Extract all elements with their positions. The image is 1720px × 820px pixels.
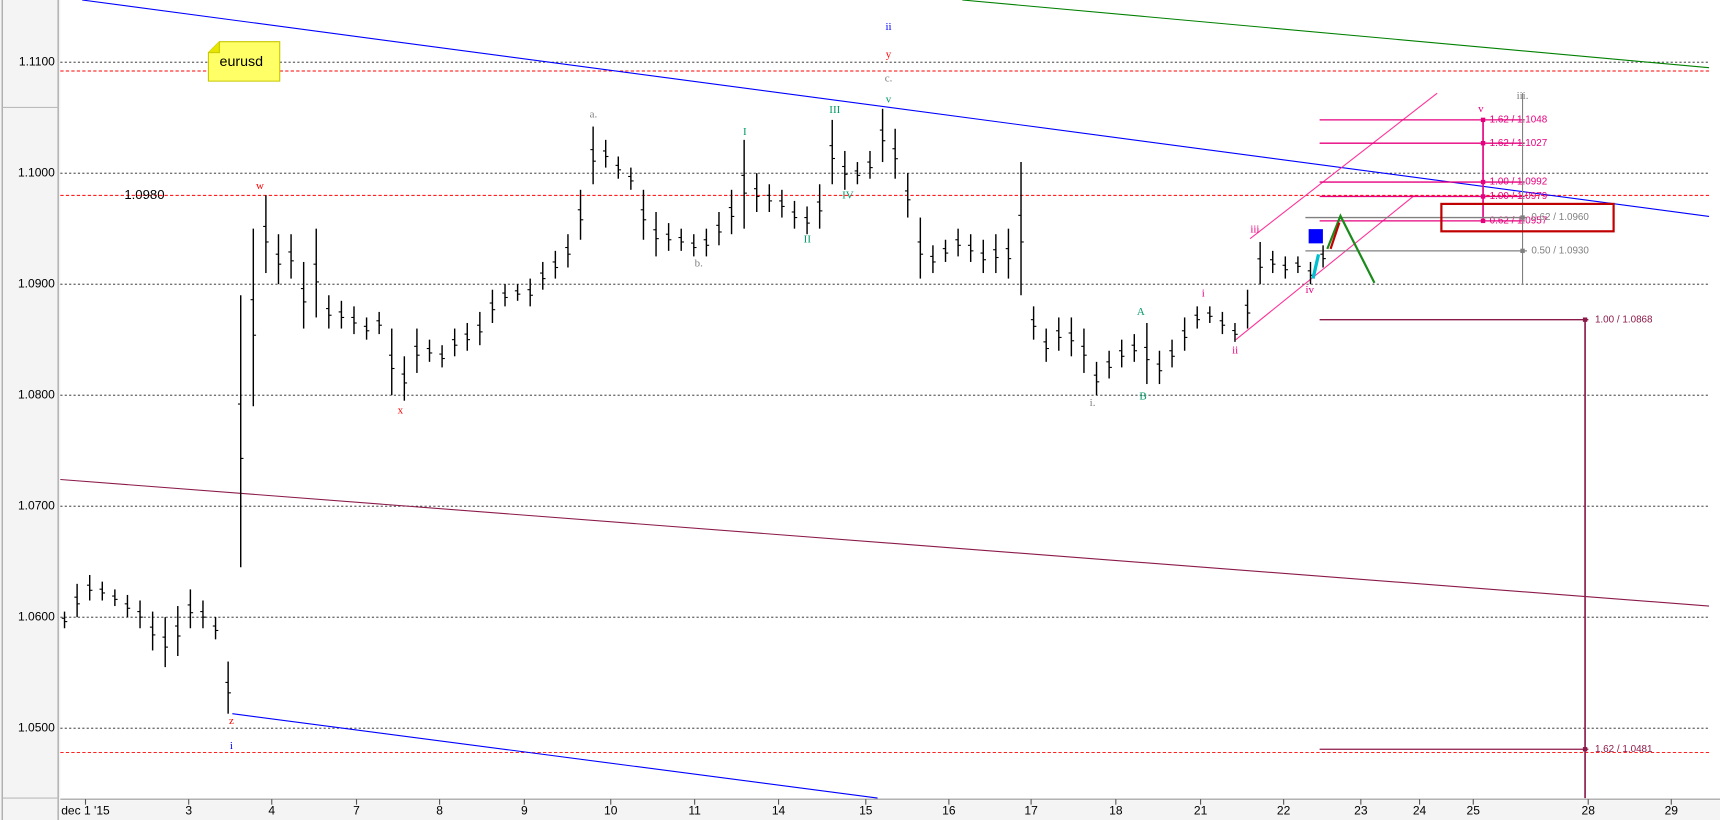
- note-shape: [207, 41, 281, 82]
- wave-label: I: [743, 126, 747, 138]
- wave-label: y: [886, 48, 892, 60]
- y-tick-label: 1.0600: [18, 609, 55, 623]
- y-tick-label: 1.1100: [19, 54, 55, 68]
- wave-label: a.: [590, 109, 598, 121]
- x-tick-label: 17: [1024, 803, 1038, 817]
- note-text: eurusd: [220, 54, 264, 70]
- x-tick-label: 4: [268, 803, 275, 817]
- wave-label: c.: [885, 72, 893, 84]
- fib-node: [1480, 179, 1486, 185]
- wave-label: iii: [1250, 224, 1259, 236]
- x-tick-label: dec 1 '15: [61, 803, 110, 817]
- fib-label: 1.62 / 1.1027: [1490, 138, 1548, 149]
- wave-label: B: [1139, 390, 1146, 402]
- fib-node: [1582, 317, 1588, 322]
- wave-label: i: [1202, 287, 1205, 299]
- price-axis-panel: [0, 0, 61, 820]
- wave-label: iii.: [1517, 90, 1529, 102]
- x-tick-label: 7: [353, 803, 360, 817]
- fib-label: 0.62 / 1.0957: [1490, 215, 1548, 226]
- x-tick-label: 24: [1413, 803, 1427, 817]
- y-tick-label: 1.0800: [18, 387, 55, 401]
- trend-line: [1235, 194, 1415, 341]
- x-tick-label: 3: [185, 803, 192, 817]
- fib-label: 1.62 / 1.0481: [1595, 744, 1653, 755]
- trend-line: [962, 0, 1710, 69]
- fib-node: [1480, 194, 1486, 199]
- wave-label: b.: [695, 258, 703, 270]
- wave-label: i: [230, 740, 233, 752]
- x-tick-label: 10: [604, 803, 618, 817]
- trend-line: [232, 713, 878, 799]
- y-tick-label: 1.0500: [18, 720, 55, 734]
- fib-label: 1.62 / 1.1048: [1490, 114, 1548, 125]
- y-tick-label: 1.0700: [18, 498, 55, 512]
- note: eurusd: [207, 41, 281, 82]
- x-tick-label: 28: [1582, 803, 1596, 817]
- wave-label: v: [1478, 103, 1484, 115]
- wave-label: ii: [1232, 344, 1238, 356]
- plot: 1.0980 1.62 / 1.1048 1.62 / 1.1027 1.00 / 1…: [60, 0, 1710, 799]
- y-tick-label: 1.1000: [18, 165, 55, 179]
- x-tick-label: 29: [1665, 803, 1679, 817]
- projection-path: [1326, 213, 1376, 284]
- wave-label: x: [398, 405, 404, 417]
- trend-line: [82, 0, 1710, 217]
- fib-node: [1480, 218, 1486, 224]
- fib-node: [1520, 215, 1525, 220]
- fib-label: 0.50 / 1.0930: [1531, 245, 1589, 256]
- fib-node: [1582, 747, 1588, 752]
- fib-label: 1.00 / 1.0979: [1490, 191, 1548, 202]
- x-tick-label: 14: [772, 803, 786, 817]
- x-tick-label: 22: [1277, 803, 1291, 817]
- wave-label: III: [829, 104, 840, 116]
- x-tick-label: 16: [942, 803, 956, 817]
- x-tick-label: 25: [1467, 803, 1481, 817]
- fib-label: 1.00 / 1.0992: [1490, 177, 1548, 188]
- x-tick-label: 15: [859, 803, 873, 817]
- wave-label: II: [804, 234, 812, 246]
- wave-label: IV: [842, 190, 854, 202]
- projection-path: [1329, 222, 1341, 250]
- marker: [1308, 229, 1323, 244]
- target-box: [1440, 202, 1615, 233]
- wave-label: w: [256, 180, 264, 192]
- fib-label: 0.62 / 1.0960: [1531, 212, 1589, 223]
- wave-label: iv: [1305, 284, 1314, 296]
- x-tick-label: 8: [436, 803, 443, 817]
- fib-label: 1.00 / 1.0868: [1595, 314, 1653, 325]
- x-tick-label: 23: [1354, 803, 1368, 817]
- marker: [1311, 253, 1321, 279]
- time-axis-panel: [60, 800, 1720, 820]
- fib-node: [1480, 140, 1486, 146]
- wave-label: i.: [1090, 397, 1096, 409]
- wave-label: A: [1137, 306, 1145, 318]
- x-tick-label: 9: [521, 803, 528, 817]
- x-tick-label: 21: [1194, 803, 1208, 817]
- x-tick-label: 18: [1109, 803, 1123, 817]
- note-fold: [208, 41, 220, 54]
- reference-label: 1.0980: [124, 187, 164, 202]
- wave-label: z: [229, 715, 234, 727]
- wave-label: ii: [885, 21, 891, 33]
- wave-label: v: [886, 93, 892, 105]
- fib-node: [1480, 117, 1486, 123]
- fib-node: [1520, 248, 1525, 254]
- x-tick-label: 11: [688, 803, 701, 817]
- trend-line: [1249, 92, 1438, 240]
- trend-line: [60, 478, 1710, 607]
- y-tick-label: 1.0900: [18, 276, 55, 290]
